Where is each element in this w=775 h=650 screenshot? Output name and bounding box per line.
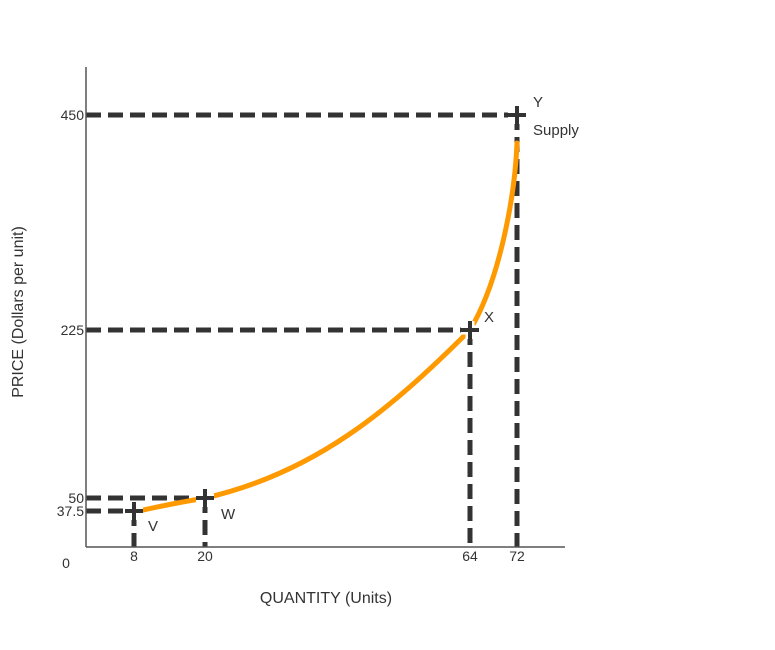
x-tick-8: 8 [130, 548, 138, 564]
x-tick-72: 72 [509, 548, 525, 564]
y-tick-450: 450 [61, 107, 85, 123]
point-marker-y [508, 106, 526, 124]
y-tick-50: 50 [68, 490, 84, 506]
x-axis-title: QUANTITY (Units) [260, 590, 392, 607]
origin-label: 0 [62, 555, 70, 571]
axes [85, 67, 565, 548]
point-markers [125, 106, 526, 520]
point-marker-v [125, 502, 143, 520]
point-label-y: Y [533, 94, 543, 111]
x-tick-64: 64 [462, 548, 478, 564]
supply-curve [131, 140, 520, 515]
guide-lines [86, 112, 520, 547]
point-label-v: V [148, 518, 158, 535]
point-label-w: W [221, 506, 236, 523]
y-axis-title: PRICE (Dollars per unit) [10, 226, 27, 398]
x-tick-20: 20 [197, 548, 213, 564]
point-label-x: X [484, 309, 494, 326]
point-marker-x [461, 321, 479, 339]
tick-labels: 8 20 64 72 37.550 225 450 [57, 107, 525, 564]
y-tick-37-5: 37.5 [57, 503, 84, 519]
point-marker-w [196, 489, 214, 507]
point-labels: V W X Y [148, 94, 543, 535]
series-label: Supply [533, 122, 579, 139]
y-tick-225: 225 [61, 322, 85, 338]
